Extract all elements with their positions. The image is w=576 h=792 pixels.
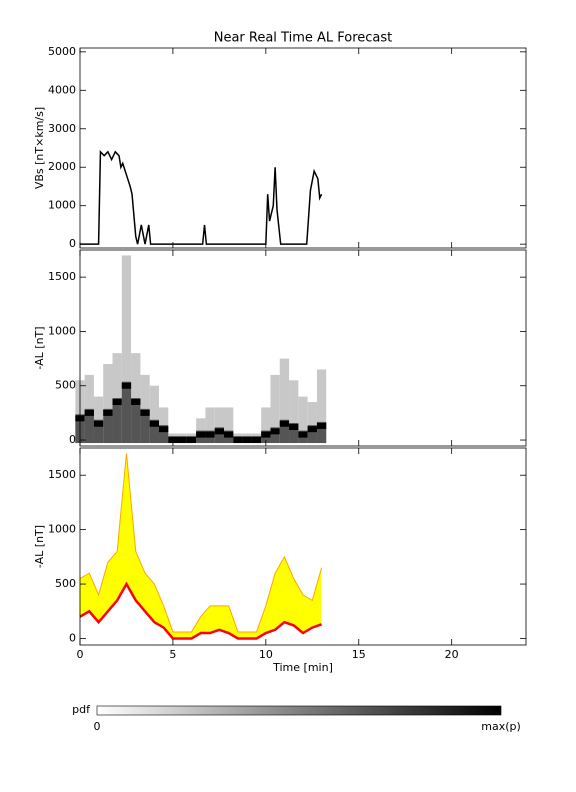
pdf-peak <box>224 431 234 438</box>
pdf-peak <box>261 431 271 438</box>
x-tick-label: 5 <box>169 648 176 661</box>
pdf-core <box>289 422 299 444</box>
pdf-peak <box>205 431 215 438</box>
pdf-peak <box>186 437 197 444</box>
pdf-peak <box>93 420 104 427</box>
pdf-spread <box>261 407 271 444</box>
y-axis-label: -AL [nT] <box>33 326 46 369</box>
pdf-peak <box>233 437 243 444</box>
y-tick-label: 0 <box>69 433 76 446</box>
x-tick-label: 20 <box>445 648 459 661</box>
pdf-core <box>279 419 290 444</box>
spread-area <box>80 453 322 639</box>
y-tick-label: 2000 <box>48 160 76 173</box>
pdf-peak <box>121 382 132 389</box>
plot-frame <box>79 447 527 646</box>
pdf-peak <box>112 399 122 406</box>
pdf-peak <box>270 428 280 435</box>
pdf-peak <box>131 399 141 406</box>
pdf-core <box>158 425 169 444</box>
colorbar-label: pdf <box>72 703 91 716</box>
x-tick-label: 0 <box>77 648 84 661</box>
data-line <box>80 150 323 245</box>
pdf-peak <box>251 437 262 444</box>
y-tick-label: 1000 <box>48 523 76 536</box>
pdf-peak <box>158 426 169 433</box>
pdf-peak <box>149 420 159 427</box>
pdf-spread <box>205 407 215 444</box>
pdf-peak <box>316 422 327 429</box>
pdf-spread <box>224 407 234 444</box>
pdf-core <box>121 381 132 444</box>
pdf-peak <box>84 409 94 416</box>
pdf-core <box>140 408 150 444</box>
y-tick-label: 500 <box>55 379 76 392</box>
pdf-spread <box>307 402 317 444</box>
pdf-spread <box>289 380 299 444</box>
colorbar-min: 0 <box>94 720 101 733</box>
pdf-core <box>84 408 94 444</box>
pdf-spread <box>121 255 132 444</box>
y-axis-label: VBs [nT×km/s] <box>33 107 46 189</box>
pdf-core <box>112 398 122 444</box>
pdf-spread <box>316 369 327 444</box>
pdf-spread <box>298 396 308 444</box>
pdf-spread <box>103 364 113 444</box>
y-tick-label: 1500 <box>48 270 76 283</box>
y-tick-label: 3000 <box>48 122 76 135</box>
y-axis-label: -AL [nT] <box>33 525 46 568</box>
pdf-spread <box>214 407 225 444</box>
pdf-peak <box>140 409 150 416</box>
pdf-peak <box>298 431 308 438</box>
pdf-peak <box>307 426 317 433</box>
pdf-peak <box>289 423 299 430</box>
x-tick-label: 15 <box>352 648 366 661</box>
pdf-spread <box>270 374 280 444</box>
pdf-core <box>214 427 225 444</box>
chart-title: Near Real Time AL Forecast <box>214 31 393 46</box>
x-tick-label: 10 <box>259 648 273 661</box>
plot-frame <box>79 249 527 447</box>
pdf-peak <box>196 431 206 438</box>
y-tick-label: 5000 <box>48 45 76 58</box>
y-tick-label: 1000 <box>48 199 76 212</box>
colorbar-max: max(p) <box>481 720 521 733</box>
median-line <box>79 581 322 640</box>
y-tick-label: 4000 <box>48 83 76 96</box>
pdf-core <box>316 421 327 444</box>
pdf-peak <box>279 420 290 427</box>
y-tick-label: 1500 <box>48 468 76 481</box>
pdf-core <box>307 425 317 444</box>
pdf-core <box>93 419 104 444</box>
pdf-core <box>103 408 113 444</box>
pdf-core <box>149 419 159 444</box>
pdf-spread <box>279 358 290 444</box>
y-tick-label: 500 <box>55 577 76 590</box>
pdf-core <box>131 398 141 444</box>
pdf-peak <box>214 428 225 435</box>
pdf-peak <box>242 437 252 444</box>
y-tick-label: 1000 <box>48 324 76 337</box>
pdf-core <box>270 427 280 444</box>
x-axis-label: Time [min] <box>272 661 333 674</box>
colorbar <box>96 705 502 716</box>
plot-frame <box>79 47 527 249</box>
y-tick-label: 0 <box>69 237 76 250</box>
pdf-peak <box>177 437 187 444</box>
pdf-spread <box>149 385 159 444</box>
pdf-peak <box>103 409 113 416</box>
upper-line <box>79 453 323 633</box>
y-tick-label: 0 <box>69 631 76 644</box>
